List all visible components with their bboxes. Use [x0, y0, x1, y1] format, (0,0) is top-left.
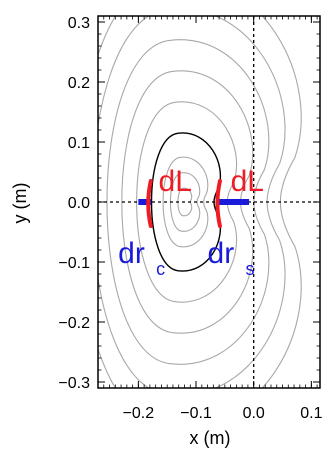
annotation-drc: dr: [118, 237, 145, 270]
y-tick-label: −0.2: [58, 315, 90, 332]
annotation-dL_right: dL: [231, 165, 264, 198]
x-axis-label: x (m): [190, 428, 231, 448]
y-tick-label: 0.3: [68, 15, 90, 32]
annotation-dL_left: dL: [159, 165, 192, 198]
y-tick-label: 0.0: [68, 195, 90, 212]
annotation-drc-subscript: c: [156, 259, 165, 279]
marker-dL_s: [215, 179, 222, 228]
contour-line-1: [169, 172, 201, 232]
contour-line-5: [121, 70, 254, 334]
markers: [138, 179, 250, 228]
x-tick-label: 0.1: [300, 405, 322, 422]
contour-line-2: [162, 156, 209, 248]
contour-line-7: [98, 16, 286, 388]
annotation-drs: dr: [208, 237, 235, 270]
axis-ticks: −0.2 −0.1 0.0 0.1 0.3 0.2 0.1 0.0 −0.1 −0.2 −0.3: [58, 15, 322, 422]
y-tick-label: −0.1: [58, 255, 90, 272]
x-tick-label: −0.2: [123, 405, 155, 422]
annotation-drs-subscript: s: [246, 259, 255, 279]
contour-line-4: [136, 101, 238, 303]
reference-lines: [98, 16, 320, 388]
y-tick-label: 0.2: [68, 75, 90, 92]
y-tick-label: −0.3: [58, 375, 90, 392]
contour-line-8: [98, 16, 302, 388]
y-tick-label: 0.1: [68, 135, 90, 152]
x-tick-label: −0.1: [180, 405, 212, 422]
contour-line-6: [106, 39, 270, 365]
contour-line-3: [150, 132, 221, 272]
contour-lines: [98, 16, 302, 388]
x-tick-label: 0.0: [243, 405, 265, 422]
y-axis-label: y (m): [10, 183, 30, 224]
marker-dL_c: [146, 179, 153, 228]
contour-line-0: [177, 187, 193, 217]
